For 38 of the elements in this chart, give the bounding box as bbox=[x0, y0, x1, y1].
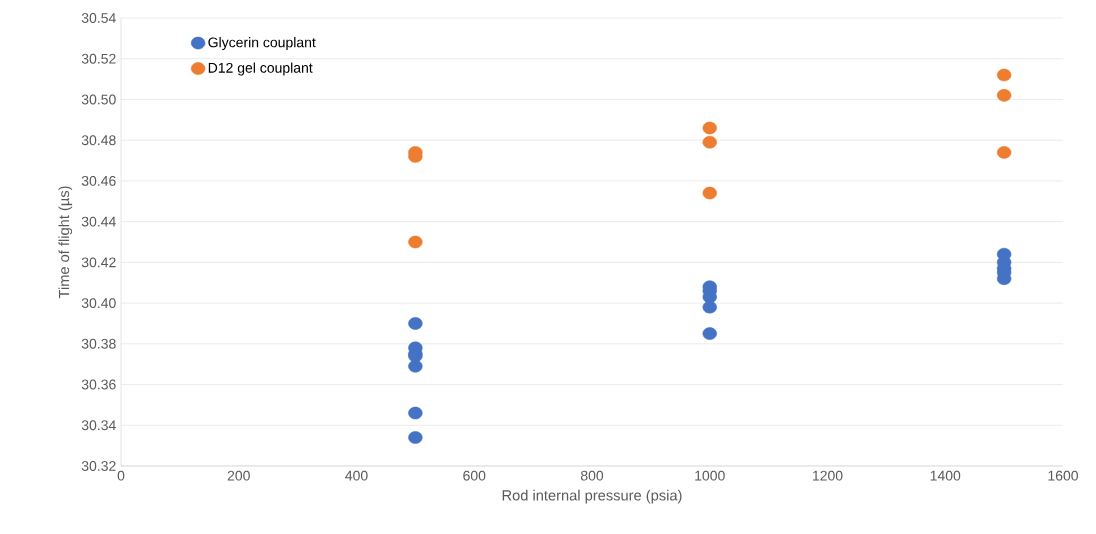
x-tick-label: 1000 bbox=[695, 470, 725, 481]
point bbox=[408, 317, 423, 330]
y-tick-label: 30.38 bbox=[81, 338, 116, 349]
y-tick-label: 30.46 bbox=[81, 175, 116, 186]
point bbox=[408, 406, 423, 420]
x-axis-title: Rod internal pressure (psia) bbox=[502, 489, 682, 504]
x-tick-label: 1200 bbox=[813, 470, 843, 481]
point bbox=[702, 121, 717, 135]
y-tick-label: 30.36 bbox=[81, 379, 116, 390]
legend-label: Glycerin couplant bbox=[208, 37, 316, 51]
point bbox=[996, 89, 1012, 102]
y-tick-label: 30.52 bbox=[81, 53, 116, 64]
point bbox=[996, 146, 1012, 159]
point bbox=[702, 186, 717, 200]
x-tick-label: 400 bbox=[345, 470, 368, 481]
y-tick-label: 30.40 bbox=[81, 298, 116, 309]
point bbox=[702, 300, 717, 314]
x-tick-label: 200 bbox=[227, 470, 250, 481]
point bbox=[408, 235, 423, 249]
x-tick-label: 1400 bbox=[930, 470, 961, 481]
y-tick-label: 30.42 bbox=[81, 257, 116, 268]
y-tick-label: 30.32 bbox=[81, 461, 116, 471]
x-tick-label: 1600 bbox=[1048, 470, 1079, 481]
point bbox=[408, 359, 423, 373]
point bbox=[996, 68, 1012, 82]
x-tick-label: 800 bbox=[580, 470, 604, 481]
point bbox=[702, 327, 717, 340]
point bbox=[702, 135, 717, 149]
y-tick-label: 30.50 bbox=[81, 94, 116, 105]
y-axis-title: Time of flight (µs) bbox=[58, 186, 73, 299]
legend-label: D12 gel couplant bbox=[208, 62, 313, 76]
point bbox=[408, 431, 423, 444]
y-tick-label: 30.34 bbox=[81, 420, 116, 431]
y-tick-label: 30.54 bbox=[81, 13, 116, 23]
y-tick-label: 30.44 bbox=[81, 216, 116, 227]
x-tick-label: 600 bbox=[463, 470, 486, 481]
x-tick-label: 0 bbox=[117, 470, 125, 481]
y-tick-label: 30.48 bbox=[81, 135, 116, 146]
